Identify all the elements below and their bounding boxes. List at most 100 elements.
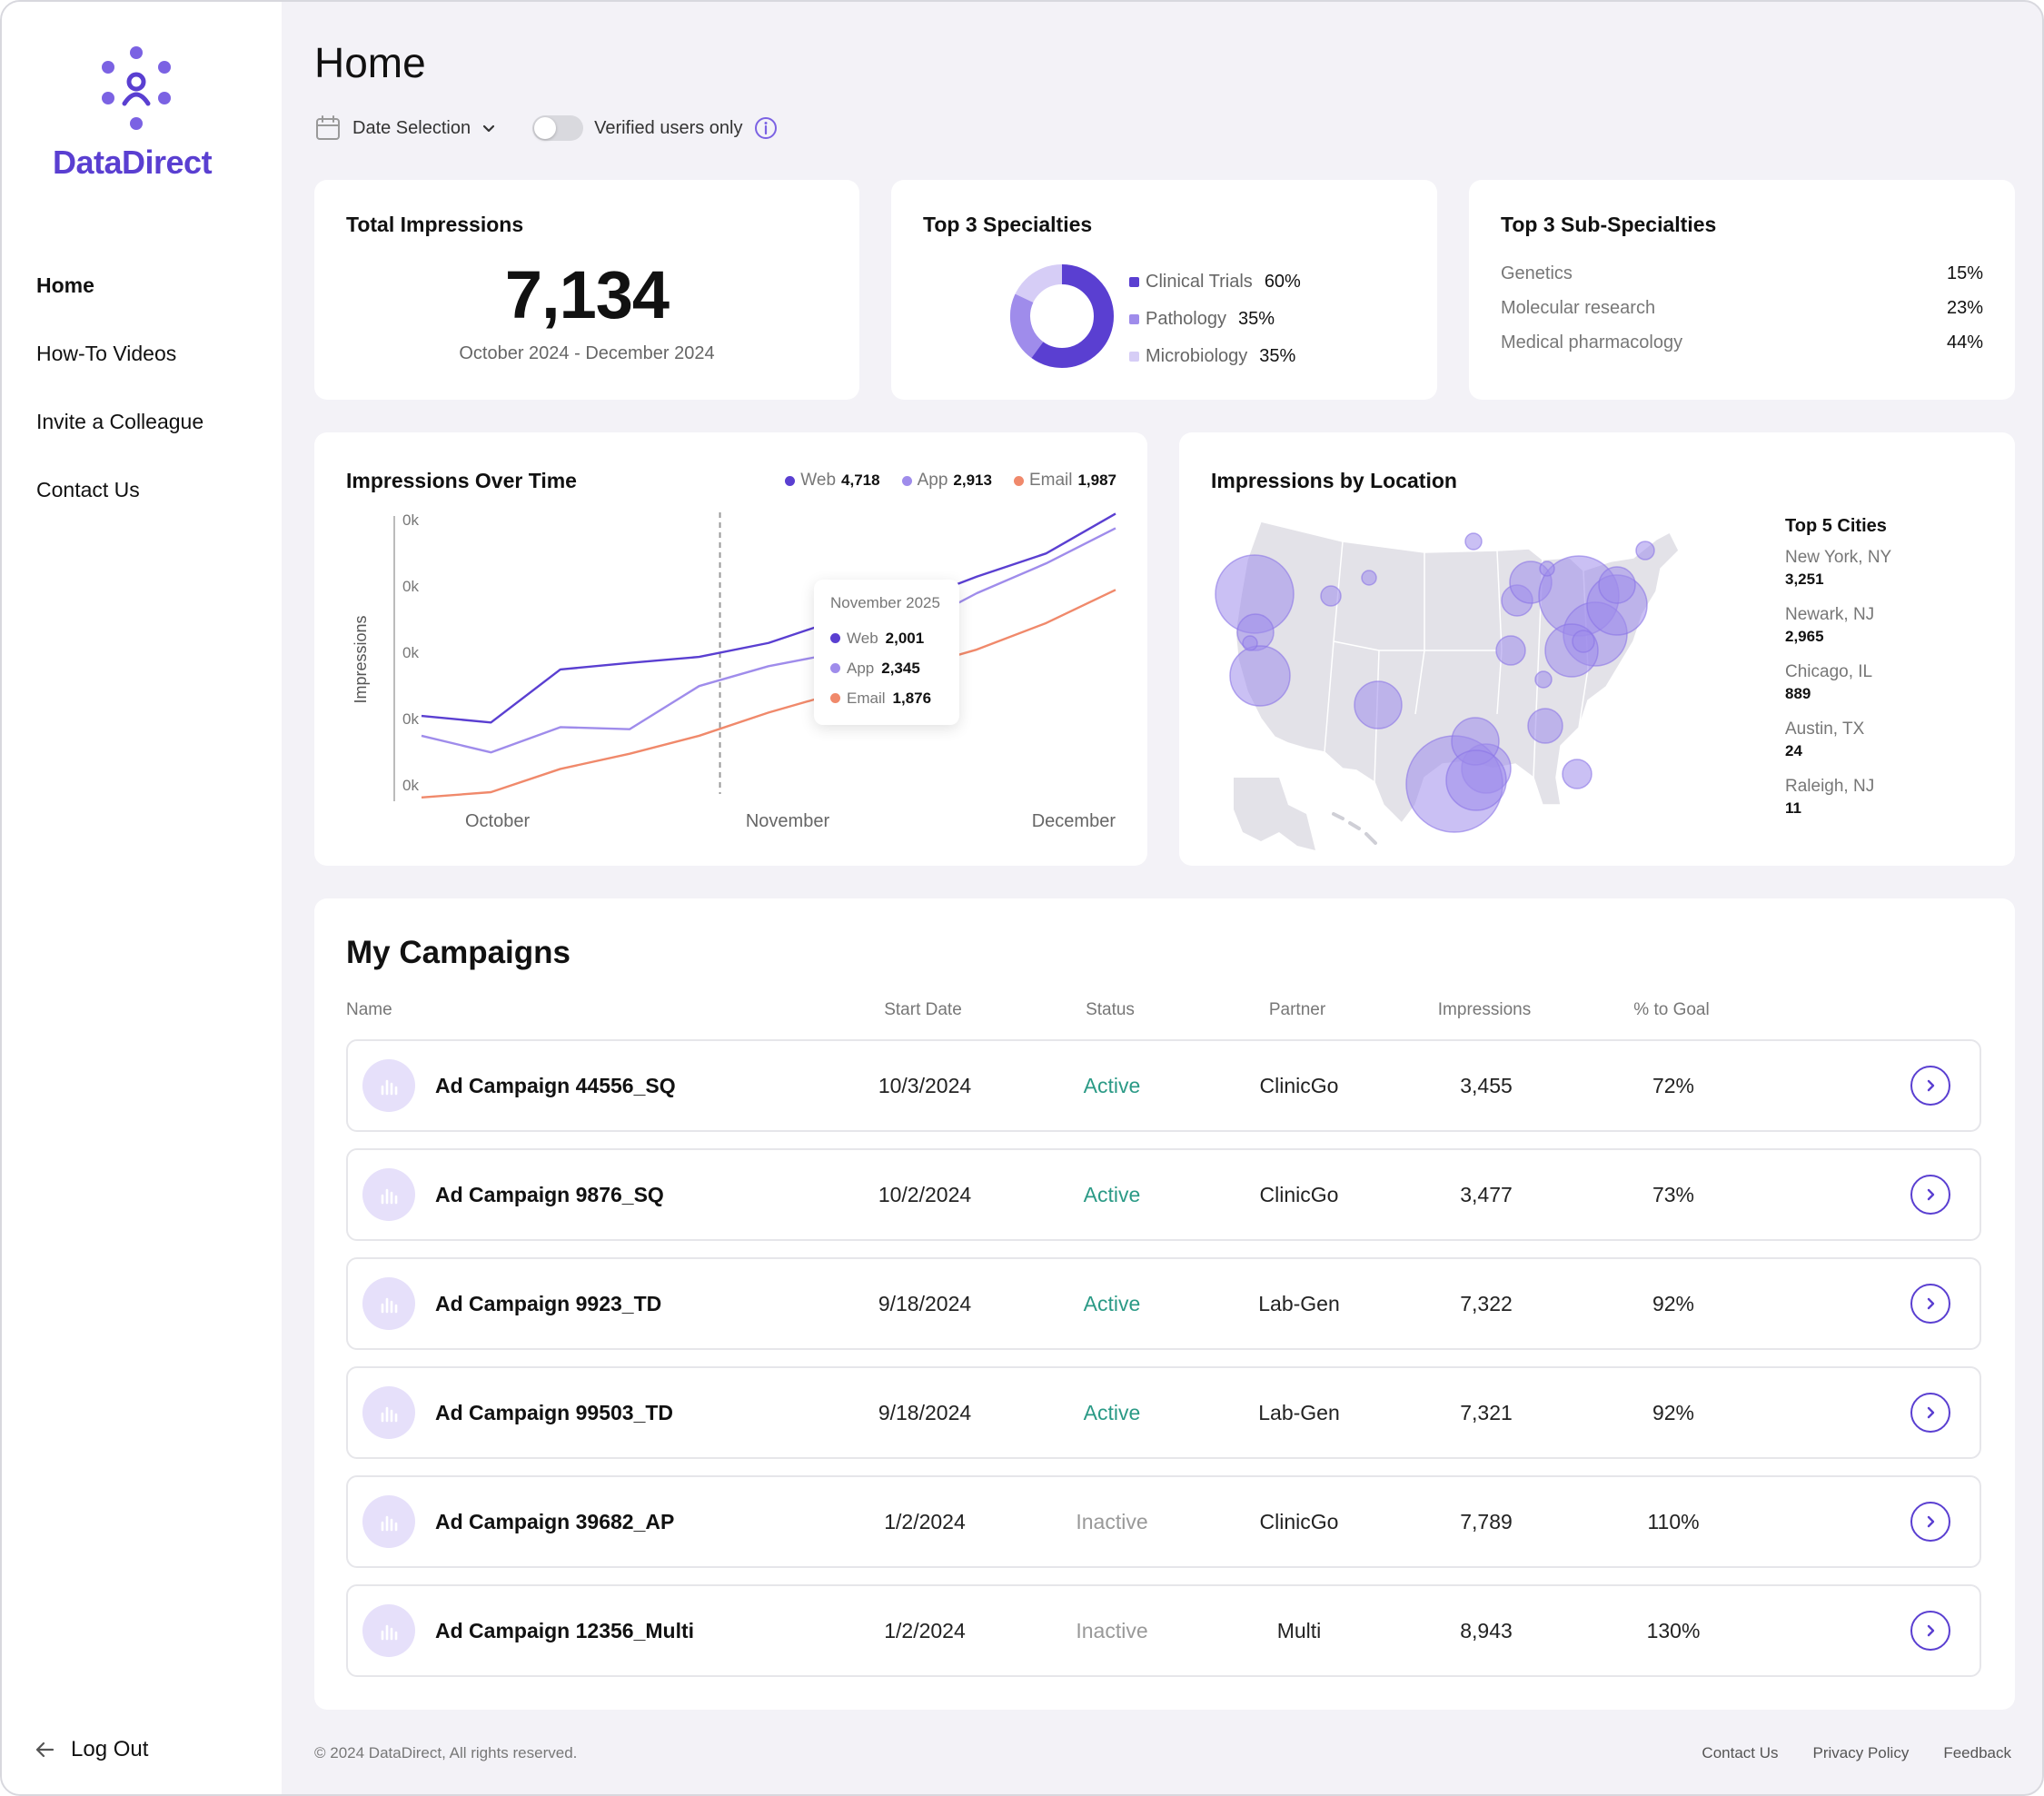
series-line-app — [421, 527, 1116, 754]
open-campaign-button[interactable] — [1910, 1066, 1950, 1106]
sidebar-item-home[interactable]: Home — [36, 273, 94, 297]
legend-swatch — [1129, 352, 1139, 362]
sidebar-item-invite-colleague[interactable]: Invite a Colleague — [36, 410, 204, 433]
logo-text: DataDirect — [53, 144, 213, 181]
campaign-start-date: 10/3/2024 — [878, 1074, 972, 1097]
chevron-down-icon — [482, 124, 495, 133]
legend-label: App — [917, 471, 948, 490]
main-content: Home Date Selection Verified users only — [282, 2, 2042, 1794]
footer-link-privacy-policy[interactable]: Privacy Policy — [1812, 1744, 1910, 1761]
subspecialty-row: Medical pharmacology 44% — [1501, 332, 1983, 367]
specialty-value: 35% — [1259, 346, 1296, 366]
table-row[interactable]: Ad Campaign 9876_SQ 10/2/2024 Active Clinic… — [346, 1148, 1981, 1241]
location-bubble — [1598, 566, 1636, 604]
column-header-name[interactable]: Name — [346, 1000, 392, 1019]
city-value: 3,251 — [1785, 571, 1824, 588]
legend-swatch — [1129, 314, 1139, 324]
table-row[interactable]: Ad Campaign 9923_TD 9/18/2024 Active Lab-Ge… — [346, 1257, 1981, 1350]
chart-legend: Web 4,718 App 2,913 Email 1,987 — [785, 471, 1116, 491]
total-impressions-value: 7,134 — [504, 257, 670, 332]
my-campaigns-card: My Campaigns Name Start Date Status Part… — [314, 898, 2015, 1710]
sidebar-item-how-to-videos[interactable]: How-To Videos — [36, 342, 177, 365]
campaign-partner: Lab-Gen — [1258, 1292, 1340, 1315]
filter-bar: Date Selection Verified users only — [314, 114, 778, 142]
column-header-status[interactable]: Status — [1086, 1000, 1135, 1019]
campaign-impressions: 7,789 — [1460, 1510, 1513, 1533]
campaign-name: Ad Campaign 39682_AP — [435, 1510, 675, 1533]
bar-chart-icon — [362, 1277, 415, 1330]
tooltip-dot — [830, 693, 840, 703]
tooltip-dot — [830, 663, 840, 673]
open-campaign-button[interactable] — [1910, 1284, 1950, 1324]
column-header-goal[interactable]: % to Goal — [1633, 1000, 1710, 1019]
legend-swatch — [1129, 277, 1139, 287]
verified-users-toggle[interactable] — [532, 115, 584, 141]
tooltip-title: November 2025 — [830, 594, 940, 611]
table-row[interactable]: Ad Campaign 39682_AP 1/2/2024 Inactive Clin… — [346, 1475, 1981, 1568]
table-row[interactable]: Ad Campaign 44556_SQ 10/3/2024 Active Clini… — [346, 1039, 1981, 1132]
city-item: Austin, TX 24 — [1785, 718, 1891, 761]
specialty-row: Microbiology 35% — [1129, 338, 1301, 375]
impressions-over-time-card: 0k 0k 0k 0k 0k Impressions October November Dece… — [314, 432, 1147, 866]
location-bubble — [1229, 645, 1291, 707]
y-tick-label: 0k — [402, 644, 419, 661]
series-line-email — [421, 589, 1116, 799]
city-value: 889 — [1785, 685, 1811, 702]
hawaii-shape — [1332, 812, 1377, 845]
top-cities-title: Top 5 Cities — [1785, 516, 1887, 536]
open-campaign-button[interactable] — [1910, 1175, 1950, 1215]
chevron-right-icon — [1927, 1515, 1935, 1528]
tooltip-label: App — [847, 659, 875, 677]
campaign-name: Ad Campaign 12356_Multi — [435, 1619, 695, 1642]
tooltip-row: Web 2,001 — [830, 623, 943, 653]
table-row[interactable]: Ad Campaign 99503_TD 9/18/2024 Active Lab-G… — [346, 1366, 1981, 1459]
y-axis-title: Impressions — [352, 615, 370, 703]
column-header-impressions[interactable]: Impressions — [1437, 1000, 1532, 1019]
city-name: New York, NY — [1785, 548, 1892, 567]
column-header-start-date[interactable]: Start Date — [884, 1000, 962, 1019]
sidebar: DataDirect Home How-To Videos Invite a C… — [2, 2, 282, 1794]
specialty-row: Pathology 35% — [1129, 301, 1301, 338]
footer-link-feedback[interactable]: Feedback — [1943, 1744, 2011, 1761]
chevron-right-icon — [1927, 1624, 1935, 1637]
logout-button[interactable]: Log Out — [35, 1737, 148, 1762]
campaign-start-date: 10/2/2024 — [878, 1183, 972, 1206]
subspecialty-label: Medical pharmacology — [1501, 332, 1683, 352]
legend-item-web: Web 4,718 — [785, 471, 880, 491]
sidebar-nav: Home How-To Videos Invite a Colleague Co… — [36, 265, 203, 538]
series-line-web — [421, 512, 1116, 724]
logo[interactable]: DataDirect — [53, 45, 234, 182]
footer-link-contact-us[interactable]: Contact Us — [1702, 1744, 1779, 1761]
verified-users-label: Verified users only — [594, 117, 743, 138]
subspecialty-label: Genetics — [1501, 263, 1573, 283]
y-tick-label: 0k — [402, 710, 419, 728]
location-bubble — [1572, 630, 1595, 653]
open-campaign-button[interactable] — [1910, 1611, 1950, 1651]
date-selection-dropdown[interactable]: Date Selection — [314, 114, 496, 142]
chart-tooltip: November 2025 Web 2,001 App 2,345 Email … — [814, 580, 959, 725]
open-campaign-button[interactable] — [1910, 1393, 1950, 1433]
tooltip-value: 2,001 — [885, 629, 925, 647]
info-icon[interactable] — [754, 116, 778, 140]
chevron-right-icon — [1927, 1079, 1935, 1092]
open-campaign-button[interactable] — [1910, 1502, 1950, 1542]
location-bubble — [1495, 635, 1526, 666]
city-name: Chicago, IL — [1785, 662, 1873, 681]
city-value: 2,965 — [1785, 628, 1824, 645]
legend-value: 4,718 — [841, 471, 880, 489]
column-header-partner[interactable]: Partner — [1268, 1000, 1326, 1019]
subspecialty-value: 15% — [1946, 263, 1983, 283]
sidebar-item-contact-us[interactable]: Contact Us — [36, 478, 140, 501]
legend-dot — [901, 475, 912, 486]
campaign-impressions: 3,455 — [1460, 1074, 1513, 1097]
table-row[interactable]: Ad Campaign 12356_Multi 1/2/2024 Inactive M… — [346, 1584, 1981, 1677]
city-value: 24 — [1785, 742, 1802, 759]
top-cities-list: Top 5 Cities New York, NY 3,251 Newark, … — [1785, 516, 1891, 832]
location-bubble — [1445, 749, 1507, 811]
location-bubble — [1354, 680, 1403, 729]
legend-item-app: App 2,913 — [901, 471, 992, 491]
campaign-partner: Lab-Gen — [1258, 1401, 1340, 1424]
campaign-status: Inactive — [1076, 1510, 1148, 1533]
legend-label: Email — [1028, 471, 1073, 490]
alaska-shape — [1234, 778, 1315, 850]
